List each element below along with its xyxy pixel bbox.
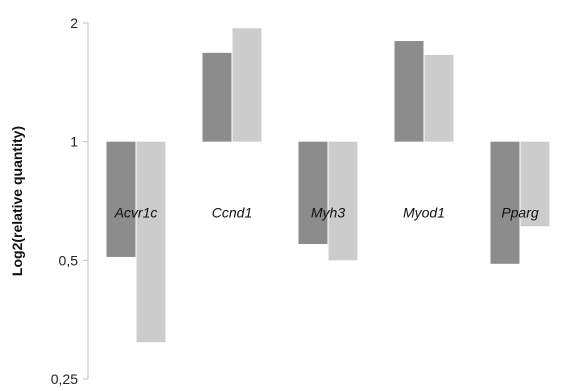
- category-label-acvr1c: Acvr1c: [114, 205, 158, 221]
- y-tick-label: 2: [70, 15, 78, 31]
- bar-acvr1c-series-2: [136, 141, 166, 343]
- bar-acvr1c-series-1: [106, 141, 136, 257]
- bars-layer: [106, 28, 550, 343]
- bar-myh3-series-1: [298, 141, 328, 245]
- category-labels-layer: Acvr1c Ccnd1 Myh3 Myod1 Pparg: [114, 205, 539, 221]
- bar-pparg-series-2: [520, 141, 550, 227]
- y-ticks-layer: 0,25 0,5 1 2: [51, 15, 88, 387]
- bar-ccnd1-series-1: [202, 52, 232, 142]
- category-label-myod1: Myod1: [403, 205, 445, 221]
- bar-myh3-series-2: [328, 141, 358, 261]
- y-tick-label: 1: [70, 134, 78, 150]
- bar-ccnd1-series-2: [232, 28, 262, 142]
- category-label-ccnd1: Ccnd1: [212, 205, 252, 221]
- bar-myod1-series-2: [424, 54, 454, 142]
- category-label-pparg: Pparg: [501, 205, 539, 221]
- y-tick-label: 0,5: [59, 252, 79, 268]
- y-tick-label: 0,25: [51, 371, 78, 387]
- bar-myod1-series-1: [394, 41, 424, 142]
- y-axis-title: Log2(relative quantity): [9, 126, 25, 276]
- bar-pparg-series-1: [490, 141, 520, 264]
- category-label-myh3: Myh3: [311, 205, 345, 221]
